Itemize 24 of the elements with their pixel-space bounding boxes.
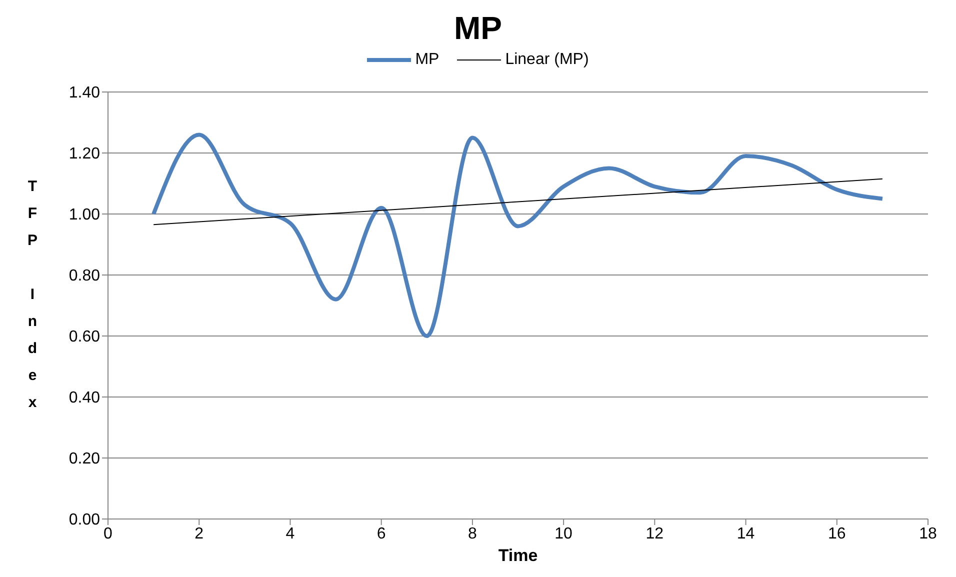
- x-tick-label: 16: [828, 525, 846, 542]
- x-tick-label: 4: [286, 525, 295, 542]
- y-tick-label: 0.20: [68, 450, 100, 468]
- line-series: [152, 132, 884, 338]
- x-axis-title: Time: [498, 546, 538, 565]
- x-tick-label: 2: [194, 525, 204, 542]
- x-tick-label: 0: [104, 525, 113, 542]
- y-tick-label: 0.60: [68, 328, 100, 346]
- x-tick-label: 6: [376, 525, 386, 542]
- y-tick-label: 1.00: [68, 206, 100, 224]
- x-tick-label: 10: [554, 525, 573, 542]
- legend-label: Linear (MP): [505, 51, 589, 69]
- y-tick-label: 1.40: [68, 84, 100, 102]
- y-axis-title: TFP Index: [24, 178, 41, 421]
- y-tick-label: 1.20: [68, 146, 100, 163]
- x-tick-label: 18: [919, 525, 937, 542]
- y-tick-label: 0.40: [68, 390, 100, 407]
- x-tick-label: 8: [468, 525, 477, 542]
- x-tick-label: 12: [646, 525, 664, 542]
- chart-title: MP: [453, 9, 503, 48]
- y-tick-label: 0.00: [68, 512, 100, 529]
- y-tick-label: 0.80: [68, 268, 100, 285]
- x-tick-label: 14: [736, 525, 755, 542]
- legend-label: MP: [415, 51, 440, 69]
